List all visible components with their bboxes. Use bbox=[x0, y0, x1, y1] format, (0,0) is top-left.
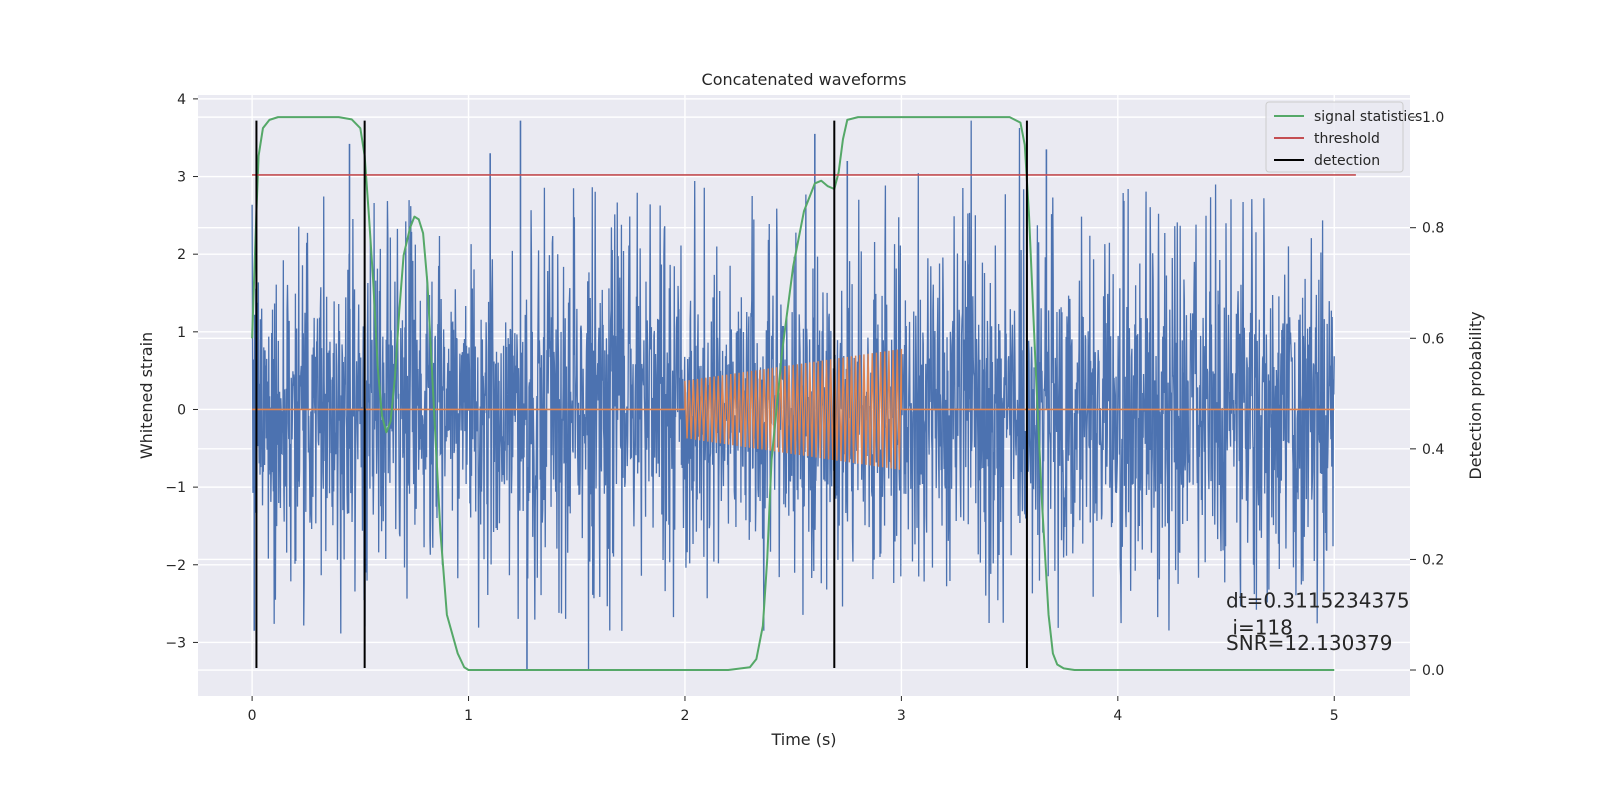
y2-tick-label: 0.8 bbox=[1422, 221, 1444, 237]
legend: signal statistics threshold detection bbox=[1265, 101, 1422, 173]
x-tick-label: 1 bbox=[464, 708, 473, 724]
y2-tick-label: 0.6 bbox=[1422, 331, 1444, 347]
legend-label: signal statistics bbox=[1314, 109, 1422, 125]
y-axis-title: Whitened strain bbox=[137, 332, 156, 459]
annotation-text: dt=0.3115234375 bbox=[1226, 588, 1410, 612]
annotation-text: SNR=12.130379 bbox=[1226, 631, 1392, 655]
data-layer bbox=[251, 116, 1356, 672]
x-tick-label: 2 bbox=[681, 708, 690, 724]
chart-title: Concatenated waveforms bbox=[702, 70, 907, 89]
x-tick-label: 4 bbox=[1113, 708, 1122, 724]
y-tick-label: −3 bbox=[165, 635, 186, 651]
y-tick-label: 4 bbox=[177, 92, 186, 108]
series-whitened-strain bbox=[251, 120, 1335, 670]
x-tick-label: 0 bbox=[248, 708, 257, 724]
series-injected-waveform bbox=[684, 348, 903, 470]
y-tick-label: 2 bbox=[177, 247, 186, 263]
y2-tick-label: 1.0 bbox=[1422, 110, 1444, 126]
legend-frame bbox=[1265, 101, 1404, 173]
legend-label: threshold bbox=[1314, 131, 1380, 147]
y-tick-label: −2 bbox=[165, 558, 186, 574]
y-tick-label: −1 bbox=[165, 480, 186, 496]
y-tick-label: 0 bbox=[177, 402, 186, 418]
annotation-text: i=118 bbox=[1226, 616, 1293, 640]
y2-axis-title: Detection probability bbox=[1466, 311, 1485, 479]
x-axis-title: Time (s) bbox=[770, 730, 836, 749]
y-tick-label: 3 bbox=[177, 170, 186, 186]
y2-tick-label: 0.0 bbox=[1422, 663, 1444, 679]
y2-tick-label: 0.4 bbox=[1422, 442, 1444, 458]
y2-tick-label: 0.2 bbox=[1422, 552, 1444, 568]
legend-label: detection bbox=[1314, 153, 1380, 169]
y-tick-label: 1 bbox=[177, 325, 186, 341]
x-tick-label: 5 bbox=[1330, 708, 1339, 724]
axes: 0 1 2 3 4 5 −3 −2 −1 0 1 2 3 4 0.0 0.2 0.4 0.6 0.8 1.0 bbox=[165, 92, 1444, 724]
x-tick-label: 3 bbox=[897, 708, 906, 724]
